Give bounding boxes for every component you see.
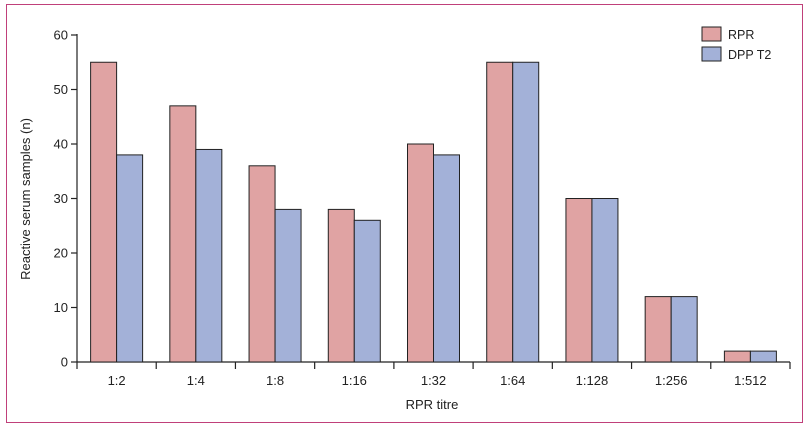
bar-dpp-t2 bbox=[116, 154, 144, 363]
bar-dpp-t2 bbox=[274, 208, 302, 363]
bar-dpp-t2 bbox=[353, 219, 381, 363]
x-tick-label: 1:32 bbox=[421, 373, 446, 388]
y-tick-label: 0 bbox=[61, 355, 68, 370]
x-tick-label: 1:16 bbox=[342, 373, 367, 388]
bar-dpp-t2 bbox=[670, 296, 698, 363]
bar-dpp-t2 bbox=[749, 350, 777, 363]
bar-dpp-t2 bbox=[433, 154, 460, 363]
x-tick-label: 1:64 bbox=[500, 373, 525, 388]
bar-rpr bbox=[723, 350, 751, 363]
legend-swatch bbox=[701, 46, 722, 62]
bar-dpp-t2 bbox=[195, 148, 223, 363]
bar-rpr bbox=[90, 61, 118, 363]
x-tick-label: 1:128 bbox=[576, 373, 609, 388]
y-axis-title: Reactive serum samples (n) bbox=[18, 118, 33, 280]
y-tick-label: 50 bbox=[54, 82, 68, 97]
bar-rpr bbox=[327, 208, 355, 363]
y-tick-label: 30 bbox=[54, 191, 68, 206]
legend: RPR DPP T2 bbox=[701, 26, 771, 62]
legend-swatch bbox=[701, 26, 722, 42]
x-tick-label: 1:256 bbox=[655, 373, 688, 388]
y-tick-label: 10 bbox=[54, 300, 68, 315]
legend-label: RPR bbox=[728, 28, 754, 42]
bar-dpp-t2 bbox=[591, 198, 619, 363]
y-tick-label: 60 bbox=[54, 28, 68, 43]
bar-rpr bbox=[248, 165, 276, 363]
y-tick-label: 40 bbox=[54, 137, 68, 152]
bar-dpp-t2 bbox=[512, 61, 540, 363]
bar-rpr bbox=[486, 61, 514, 363]
x-axis: 1:2 1:4 1:8 1:16 1:32 1:64 1:128 1:256 1:512 bbox=[76, 361, 791, 388]
legend-label: DPP T2 bbox=[728, 48, 771, 62]
bar-rpr bbox=[565, 198, 593, 363]
x-tick-label: 1:8 bbox=[266, 373, 284, 388]
bar-rpr bbox=[407, 143, 434, 363]
bar-rpr bbox=[169, 105, 197, 363]
x-axis-title: RPR titre bbox=[406, 397, 459, 412]
x-tick-label: 1:4 bbox=[187, 373, 205, 388]
bars bbox=[90, 61, 777, 363]
y-axis: 0 10 20 30 40 50 60 bbox=[54, 28, 78, 370]
y-tick-label: 20 bbox=[54, 246, 68, 261]
legend-item: DPP T2 bbox=[701, 46, 771, 62]
legend-item: RPR bbox=[701, 26, 754, 42]
x-tick-label: 1:2 bbox=[108, 373, 126, 388]
bar-rpr bbox=[644, 296, 672, 363]
x-tick-label: 1:512 bbox=[734, 373, 767, 388]
